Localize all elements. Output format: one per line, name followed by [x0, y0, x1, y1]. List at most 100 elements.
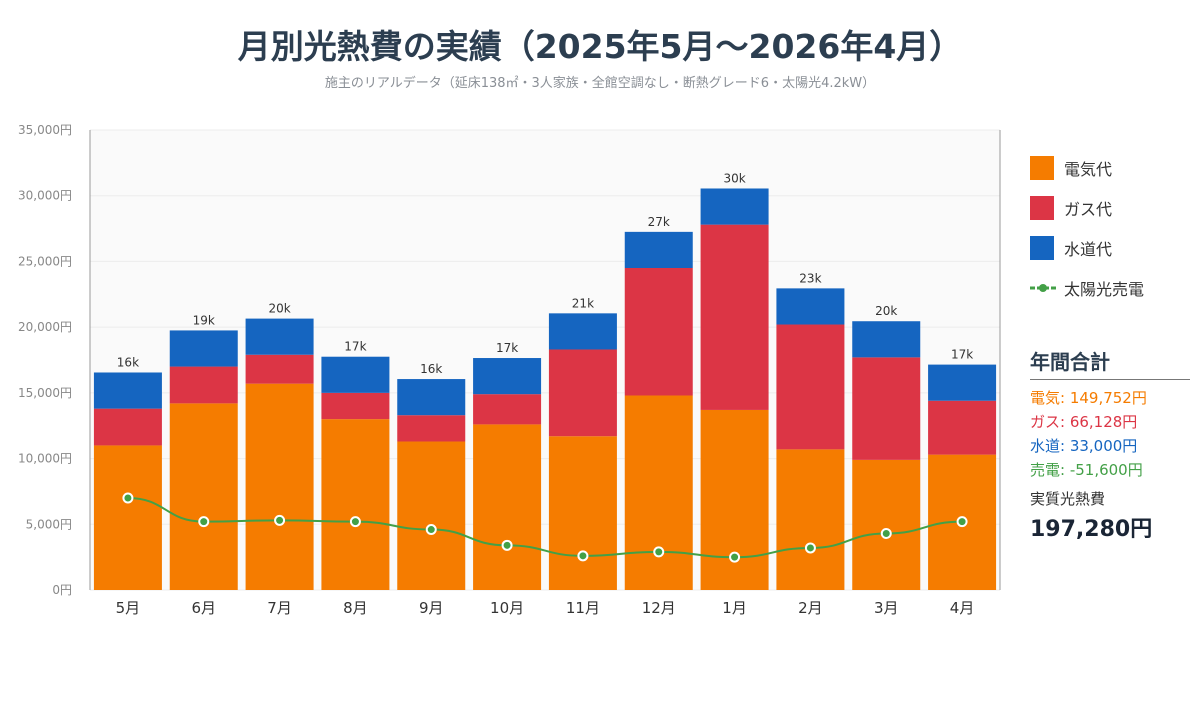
solar-point	[274, 514, 286, 526]
summary-electricity: 電気: 149,752円	[1030, 389, 1147, 407]
solar-point	[956, 516, 968, 528]
x-tick-label: 11月	[566, 599, 600, 617]
solar-point	[653, 546, 665, 558]
bar-water	[245, 318, 314, 355]
y-tick-label: 0円	[52, 583, 72, 597]
total-label: 20k	[268, 302, 290, 316]
solar-line	[127, 497, 963, 559]
total-label: 30k	[723, 171, 745, 185]
x-tick-label: 6月	[191, 599, 216, 617]
bar-water	[548, 313, 617, 350]
bar-gas	[245, 354, 314, 384]
bar-gas	[852, 357, 921, 460]
bar-water	[852, 321, 921, 358]
x-tick-label: 7月	[267, 599, 292, 617]
annual-summary: 年間合計 電気: 149,752円 ガス: 66,128円 水道: 33,000…	[1030, 346, 1190, 543]
y-tick-label: 5,000円	[26, 517, 72, 531]
bar-gas	[473, 394, 542, 425]
total-label: 19k	[193, 313, 215, 327]
bar-electricity	[852, 459, 921, 590]
summary-water: 水道: 33,000円	[1030, 437, 1138, 455]
legend-swatch	[1030, 236, 1054, 260]
total-label: 21k	[572, 296, 594, 310]
bar-gas	[548, 349, 617, 437]
bar-electricity	[473, 424, 542, 590]
legend-item-gas: ガス代	[1030, 188, 1144, 228]
solar-point	[122, 492, 134, 504]
x-tick-label: 9月	[419, 599, 444, 617]
plot-area	[90, 130, 1000, 590]
total-label: 27k	[648, 215, 670, 229]
legend-label: 太陽光売電	[1064, 280, 1145, 299]
y-tick-label: 35,000円	[18, 123, 72, 137]
x-tick-label: 3月	[874, 599, 899, 617]
chart-title: 月別光熱費の実績（2025年5月〜2026年4月）	[237, 27, 963, 66]
bar-gas	[397, 415, 466, 442]
bar-water	[93, 372, 162, 409]
total-label: 23k	[799, 271, 821, 285]
solar-point	[577, 550, 589, 562]
net-cost-label: 実質光熱費	[1030, 490, 1106, 508]
legend-swatch	[1030, 196, 1054, 220]
bar-water	[397, 379, 466, 416]
x-tick-label: 2月	[798, 599, 823, 617]
legend-line-marker-icon	[1030, 284, 1056, 292]
x-tick-label: 1月	[722, 599, 747, 617]
bar-electricity	[93, 445, 162, 590]
legend-label: ガス代	[1064, 200, 1113, 219]
bar-water	[928, 364, 997, 401]
bar-water	[321, 356, 390, 393]
bar-electricity	[245, 383, 314, 590]
total-label: 16k	[117, 355, 139, 369]
y-tick-label: 10,000円	[18, 452, 72, 466]
legend-label: 水道代	[1064, 240, 1113, 259]
legend: 電気代 ガス代 水道代 太陽光売電	[1030, 148, 1144, 308]
solar-point	[501, 539, 513, 551]
bar-electricity	[169, 403, 238, 590]
bar-electricity	[548, 436, 617, 590]
x-tick-label: 8月	[343, 599, 368, 617]
solar-point	[729, 551, 741, 563]
solar-point	[349, 516, 361, 528]
bar-water	[776, 288, 845, 325]
bar-water	[473, 358, 542, 395]
bar-gas	[321, 392, 390, 420]
y-tick-label: 20,000円	[18, 320, 72, 334]
legend-item-electricity: 電気代	[1030, 148, 1144, 188]
total-label: 17k	[951, 348, 973, 362]
y-tick-label: 15,000円	[18, 386, 72, 400]
bar-gas	[93, 408, 162, 446]
solar-point	[880, 527, 892, 539]
bar-water	[700, 188, 769, 225]
y-tick-label: 30,000円	[18, 189, 72, 203]
x-tick-label: 5月	[116, 599, 141, 617]
bar-electricity	[397, 441, 466, 590]
legend-item-solar: 太陽光売電	[1030, 268, 1144, 308]
bar-electricity	[776, 449, 845, 590]
total-label: 20k	[875, 304, 897, 318]
y-tick-label: 25,000円	[18, 254, 72, 268]
solar-point	[425, 524, 437, 536]
bar-electricity	[321, 419, 390, 590]
legend-label: 電気代	[1064, 160, 1113, 179]
summary-heading: 年間合計	[1030, 346, 1190, 380]
bar-electricity	[624, 395, 693, 590]
bar-water	[624, 231, 693, 268]
total-label: 17k	[496, 341, 518, 355]
bar-gas	[700, 224, 769, 410]
bar-electricity	[700, 409, 769, 590]
summary-gas: ガス: 66,128円	[1030, 413, 1138, 431]
legend-item-water: 水道代	[1030, 228, 1144, 268]
bar-gas	[776, 324, 845, 450]
summary-solar: 売電: -51,600円	[1030, 461, 1143, 479]
solar-point	[198, 516, 210, 528]
x-tick-label: 12月	[642, 599, 676, 617]
solar-point	[804, 542, 816, 554]
x-tick-label: 4月	[950, 599, 975, 617]
total-label: 16k	[420, 362, 442, 376]
net-cost-value: 197,280円	[1030, 517, 1153, 542]
bar-water	[169, 330, 238, 367]
bar-gas	[169, 366, 238, 404]
total-label: 17k	[344, 340, 366, 354]
